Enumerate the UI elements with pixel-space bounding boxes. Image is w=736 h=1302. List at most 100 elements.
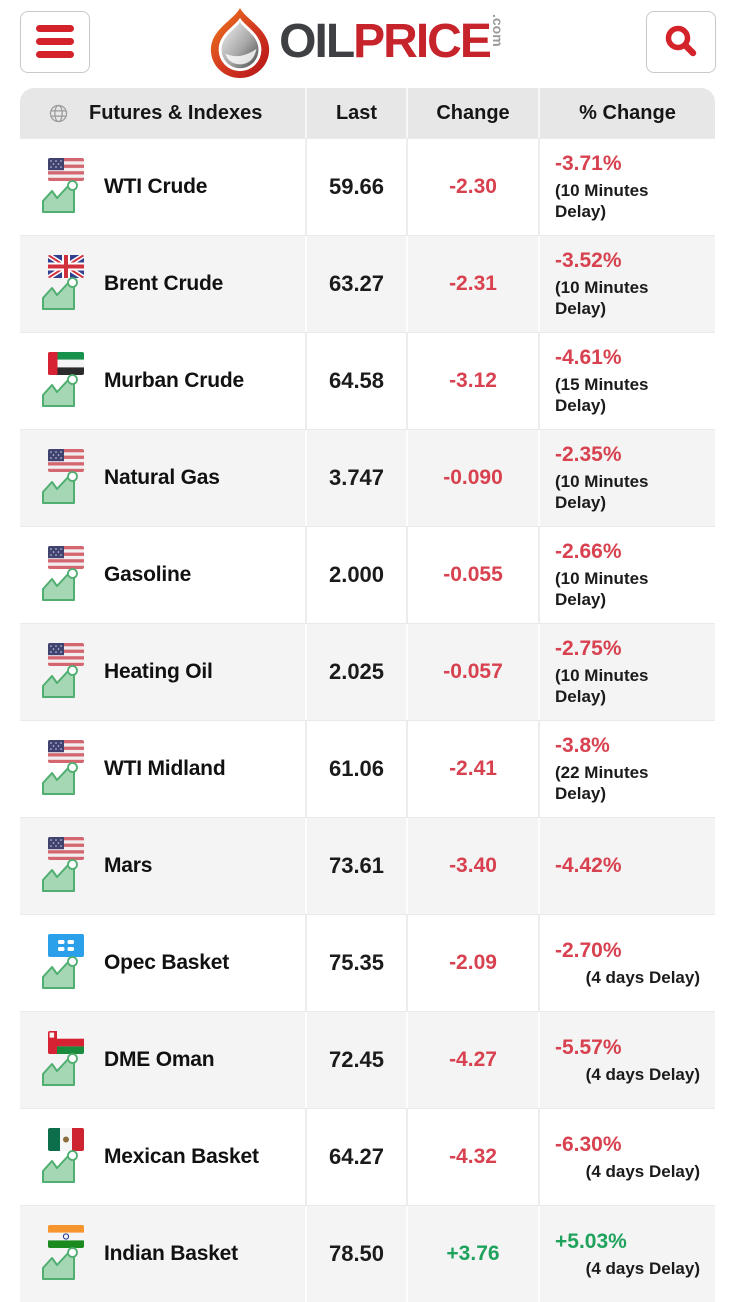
table-row-mars[interactable]: Mars 73.61 -3.40 -4.42% — [20, 817, 715, 914]
instrument-name: Heating Oil — [104, 660, 213, 683]
percent-change-value: -6.30% — [555, 1132, 622, 1156]
change-cell: +3.76 — [406, 1206, 538, 1302]
instrument-icon — [40, 1128, 88, 1186]
instrument-icon — [40, 158, 88, 216]
percent-change-value: -3.8% — [555, 734, 610, 757]
change-cell: -2.09 — [406, 915, 538, 1011]
last-value: 61.06 — [328, 756, 385, 781]
instrument-cell: Heating Oil — [20, 624, 305, 720]
delay-note: (10 Minutes Delay) — [555, 278, 649, 318]
hamburger-icon — [36, 25, 74, 58]
table-row-wti-midland[interactable]: WTI Midland 61.06 -2.41 -3.8% (22 Minute… — [20, 720, 715, 817]
column-header-change: Change — [406, 88, 538, 138]
percent-change-value: -3.52% — [555, 249, 622, 272]
last-cell: 2.000 — [305, 527, 406, 623]
table-row-heating-oil[interactable]: Heating Oil 2.025 -0.057 -2.75% (10 Minu… — [20, 623, 715, 720]
percent-change-value: -4.61% — [555, 346, 622, 369]
instrument-icon — [40, 837, 88, 895]
last-value: 64.58 — [328, 368, 385, 393]
change-cell: -3.12 — [406, 333, 538, 429]
om-flag-icon — [48, 1031, 84, 1054]
percent-change-value: -2.70% — [555, 938, 622, 962]
instrument-cell: Murban Crude — [20, 333, 305, 429]
trend-chart-icon — [42, 1150, 78, 1183]
uk-flag-icon — [48, 255, 84, 278]
instrument-name: Gasoline — [104, 563, 192, 586]
change-cell: -0.057 — [406, 624, 538, 720]
delay-note: (10 Minutes Delay) — [555, 666, 649, 706]
us-flag-icon — [48, 546, 84, 569]
delay-note: (4 days Delay) — [585, 1258, 700, 1278]
instrument-cell: Indian Basket — [20, 1206, 305, 1302]
change-cell: -4.32 — [406, 1109, 538, 1205]
trend-chart-icon — [42, 568, 78, 601]
logo-oil-text: OIL — [279, 14, 355, 68]
us-flag-icon — [48, 837, 84, 860]
last-cell: 61.06 — [305, 721, 406, 817]
delay-note: (10 Minutes Delay) — [555, 472, 649, 512]
menu-button[interactable] — [20, 10, 90, 73]
delay-note: (4 days Delay) — [585, 1064, 700, 1084]
change-cell: -0.090 — [406, 430, 538, 526]
top-bar: OILPRICE .com — [0, 0, 736, 78]
percent-change-value: -5.57% — [555, 1035, 622, 1059]
trend-chart-icon — [42, 859, 78, 892]
percent-change-cell: -3.8% (22 Minutes Delay) — [538, 721, 715, 817]
logo-price-text: PRICE — [353, 14, 492, 68]
logo-wordmark: OILPRICE — [279, 7, 492, 77]
last-cell: 3.747 — [305, 430, 406, 526]
change-value: -2.09 — [449, 951, 497, 974]
change-value: -4.27 — [449, 1048, 497, 1071]
search-button[interactable] — [645, 10, 716, 73]
instrument-cell: Opec Basket — [20, 915, 305, 1011]
table-row-dme-oman[interactable]: DME Oman 72.45 -4.27 -5.57% (4 days Dela… — [20, 1011, 715, 1108]
table-row-mexican-basket[interactable]: Mexican Basket 64.27 -4.32 -6.30% (4 day… — [20, 1108, 715, 1205]
change-value: -2.31 — [449, 272, 497, 295]
table-row-wti-crude[interactable]: WTI Crude 59.66 -2.30 -3.71% (10 Minutes… — [20, 138, 715, 235]
percent-change-value: -4.42% — [555, 854, 622, 877]
percent-change-value: -2.75% — [555, 637, 622, 660]
instrument-cell: Gasoline — [20, 527, 305, 623]
us-flag-icon — [48, 158, 84, 181]
oil-drop-icon — [210, 7, 270, 78]
column-header-futures-indexes: Futures & Indexes — [20, 88, 305, 138]
instrument-cell: Mexican Basket — [20, 1109, 305, 1205]
last-cell: 73.61 — [305, 818, 406, 914]
column-header-last: Last — [305, 88, 406, 138]
change-value: +3.76 — [446, 1242, 500, 1265]
change-value: -0.057 — [443, 660, 503, 683]
change-cell: -2.30 — [406, 139, 538, 235]
trend-chart-icon — [42, 180, 78, 213]
last-value: 2.000 — [328, 562, 385, 587]
change-cell: -2.31 — [406, 236, 538, 332]
instrument-icon — [40, 1225, 88, 1283]
last-cell: 78.50 — [305, 1206, 406, 1302]
table-row-opec-basket[interactable]: Opec Basket 75.35 -2.09 -2.70% (4 days D… — [20, 914, 715, 1011]
opec-flag-icon — [48, 934, 84, 957]
table-row-gasoline[interactable]: Gasoline 2.000 -0.055 -2.66% (10 Minutes… — [20, 526, 715, 623]
trend-chart-icon — [42, 374, 78, 407]
instrument-icon — [40, 546, 88, 604]
delay-note: (22 Minutes Delay) — [555, 763, 649, 803]
table-row-indian-basket[interactable]: Indian Basket 78.50 +3.76 +5.03% (4 days… — [20, 1205, 715, 1302]
logo-com-text: .com — [489, 13, 506, 47]
last-cell: 72.45 — [305, 1012, 406, 1108]
last-value: 2.025 — [328, 659, 385, 684]
table-row-natural-gas[interactable]: Natural Gas 3.747 -0.090 -2.35% (10 Minu… — [20, 429, 715, 526]
ae-flag-icon — [48, 352, 84, 375]
instrument-cell: Natural Gas — [20, 430, 305, 526]
table-row-murban-crude[interactable]: Murban Crude 64.58 -3.12 -4.61% (15 Minu… — [20, 332, 715, 429]
column-header-percent-change: % Change — [538, 88, 715, 138]
change-value: -2.30 — [449, 175, 497, 198]
trend-chart-icon — [42, 1053, 78, 1086]
delay-note: (4 days Delay) — [585, 967, 700, 987]
percent-change-value: -2.66% — [555, 540, 622, 563]
change-cell: -2.41 — [406, 721, 538, 817]
table-row-brent-crude[interactable]: Brent Crude 63.27 -2.31 -3.52% (10 Minut… — [20, 235, 715, 332]
last-value: 73.61 — [328, 853, 385, 878]
mx-flag-icon — [48, 1128, 84, 1151]
oilprice-logo[interactable]: OILPRICE .com — [205, 6, 506, 78]
instrument-name: DME Oman — [104, 1048, 215, 1071]
percent-change-cell: -6.30% (4 days Delay) — [538, 1109, 715, 1205]
change-cell: -3.40 — [406, 818, 538, 914]
